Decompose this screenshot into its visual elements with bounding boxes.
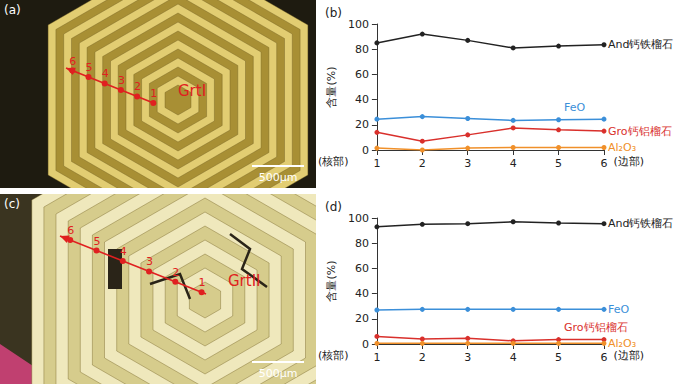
svg-text:3: 3 [464,157,471,170]
svg-text:2: 2 [134,80,141,93]
svg-text:4: 4 [510,157,517,170]
svg-text:GrtII: GrtII [228,272,261,290]
svg-text:0: 0 [362,338,369,351]
svg-text:5: 5 [86,61,93,74]
svg-text:4: 4 [120,245,127,258]
svg-text:100: 100 [348,18,369,31]
svg-text:1: 1 [150,87,157,100]
svg-text:1: 1 [373,157,380,170]
svg-text:Al₂O₃: Al₂O₃ [608,337,636,350]
svg-text:100: 100 [348,212,369,225]
svg-text:含量(%): 含量(%) [325,260,338,301]
svg-text:And钙铁榴石: And钙铁榴石 [608,38,673,51]
svg-text:2: 2 [172,266,179,279]
svg-text:6: 6 [67,224,74,237]
svg-text:500μm: 500μm [259,367,298,380]
svg-text:FeO: FeO [564,101,585,114]
svg-text:(d): (d) [325,200,342,214]
svg-text:5: 5 [555,351,562,364]
svg-text:80: 80 [355,43,369,56]
svg-text:2: 2 [419,157,426,170]
svg-text:5: 5 [94,235,101,248]
svg-text:(b): (b) [325,6,342,20]
svg-text:40: 40 [355,287,369,300]
svg-text:(核部): (核部) [318,155,349,168]
svg-text:And钙铁榴石: And钙铁榴石 [608,217,673,230]
svg-text:3: 3 [118,74,125,87]
svg-text:Al₂O₃: Al₂O₃ [608,141,636,154]
svg-text:6: 6 [69,55,76,68]
svg-text:GrtI: GrtI [178,82,206,100]
svg-text:6: 6 [601,157,608,170]
svg-text:5: 5 [555,157,562,170]
svg-text:4: 4 [102,67,109,80]
svg-text:(边部): (边部) [613,349,644,362]
svg-text:3: 3 [464,351,471,364]
svg-text:60: 60 [355,68,369,81]
svg-text:80: 80 [355,237,369,250]
svg-text:0: 0 [362,144,369,157]
svg-text:Gro钙铝榴石: Gro钙铝榴石 [608,125,672,138]
svg-text:(c): (c) [4,197,20,211]
svg-text:(边部): (边部) [613,155,644,168]
svg-text:3: 3 [146,255,153,268]
svg-text:2: 2 [419,351,426,364]
svg-text:1: 1 [199,276,206,289]
svg-text:20: 20 [355,312,369,325]
svg-text:含量(%): 含量(%) [325,66,338,107]
svg-text:(a): (a) [4,3,21,17]
svg-text:40: 40 [355,93,369,106]
svg-text:FeO: FeO [608,303,629,316]
svg-text:1: 1 [373,351,380,364]
svg-text:(核部): (核部) [318,349,349,362]
svg-text:6: 6 [601,351,608,364]
svg-text:20: 20 [355,118,369,131]
svg-text:Gro钙铝榴石: Gro钙铝榴石 [564,321,628,334]
svg-text:4: 4 [510,351,517,364]
svg-text:60: 60 [355,262,369,275]
svg-text:500μm: 500μm [259,171,298,184]
